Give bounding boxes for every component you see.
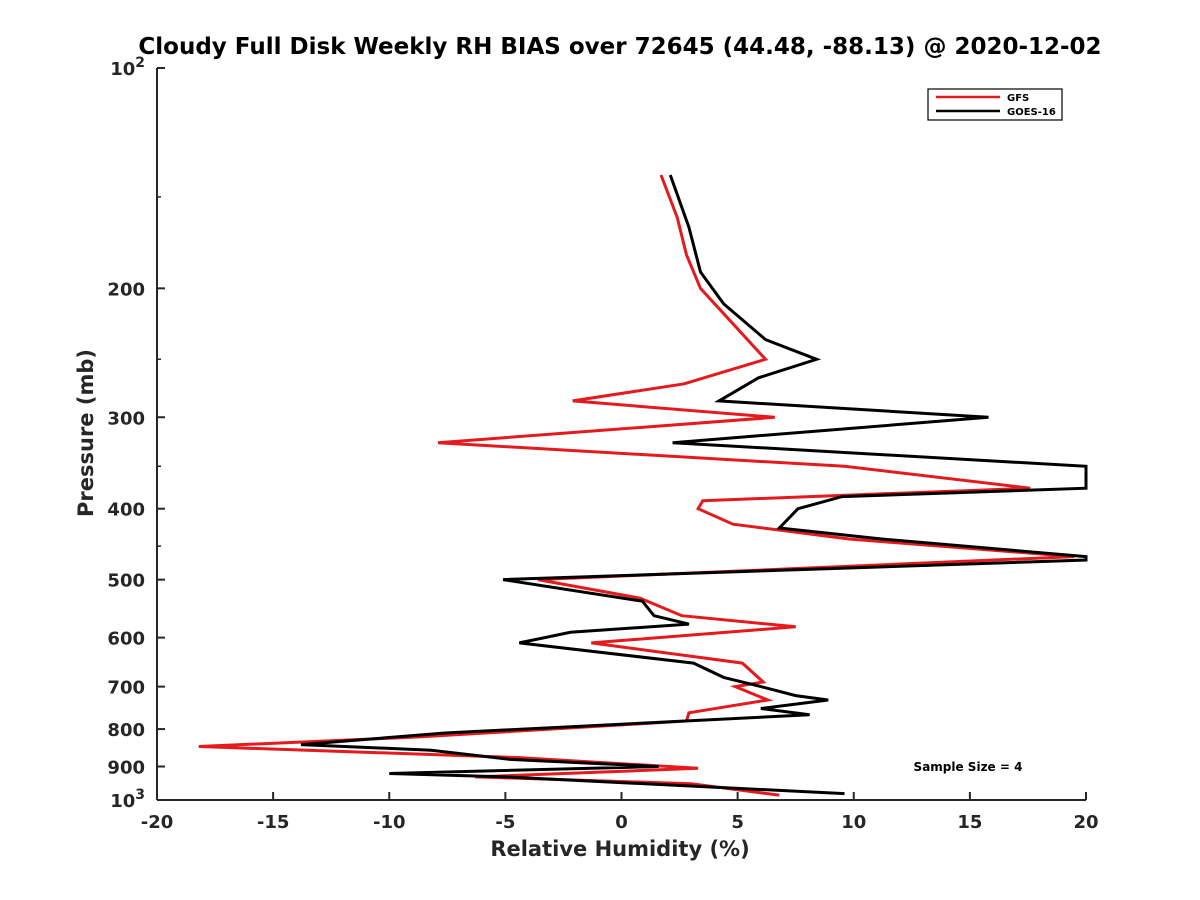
legend-label-goes16: GOES-16 — [1007, 107, 1056, 118]
x-tick-label: 5 — [731, 812, 744, 833]
y-tick-label: 900 — [107, 758, 145, 779]
x-tick-label: -15 — [257, 812, 290, 833]
x-axis: -20 -15 -10 -5 0 5 10 15 20 — [141, 792, 1099, 833]
y-tick-label: 700 — [107, 678, 145, 699]
series-layer — [198, 174, 1088, 797]
y-axis-label: Pressure (mb) — [74, 349, 98, 517]
legend-box — [927, 88, 1063, 121]
x-tick-label: 20 — [1073, 812, 1098, 833]
x-tick-label: 10 — [841, 812, 866, 833]
series-line-goes16 — [300, 174, 1088, 796]
y-tick-label: 800 — [107, 720, 145, 741]
y-tick-label: 300 — [107, 408, 145, 429]
y-tick-label: 102 — [110, 55, 145, 80]
chart-title: Cloudy Full Disk Weekly RH BIAS over 726… — [138, 34, 1101, 60]
x-axis-label: Relative Humidity (%) — [490, 837, 749, 861]
x-tick-label: -20 — [141, 812, 174, 833]
y-tick-label: 600 — [107, 629, 145, 650]
legend-label-gfs: GFS — [1007, 93, 1029, 104]
y-tick-label: 500 — [107, 571, 145, 592]
y-axis: 102 200 300 400 500 600 700 800 900 103 — [107, 55, 165, 812]
y-tick-exponent: 3 — [135, 787, 145, 803]
y-tick-label: 200 — [107, 279, 145, 300]
x-tick-label: 0 — [615, 812, 628, 833]
series-line-gfs — [198, 174, 1075, 797]
y-tick-exponent: 2 — [135, 55, 145, 71]
x-tick-label: -5 — [495, 812, 515, 833]
x-tick-label: 15 — [957, 812, 982, 833]
plot-area — [156, 68, 1086, 801]
legend: GFS GOES-16 — [927, 88, 1063, 121]
sample-size-annotation: Sample Size = 4 — [914, 760, 1023, 774]
x-tick-label: -10 — [373, 812, 406, 833]
y-tick-label: 400 — [107, 500, 145, 521]
y-tick-label: 103 — [110, 787, 145, 812]
